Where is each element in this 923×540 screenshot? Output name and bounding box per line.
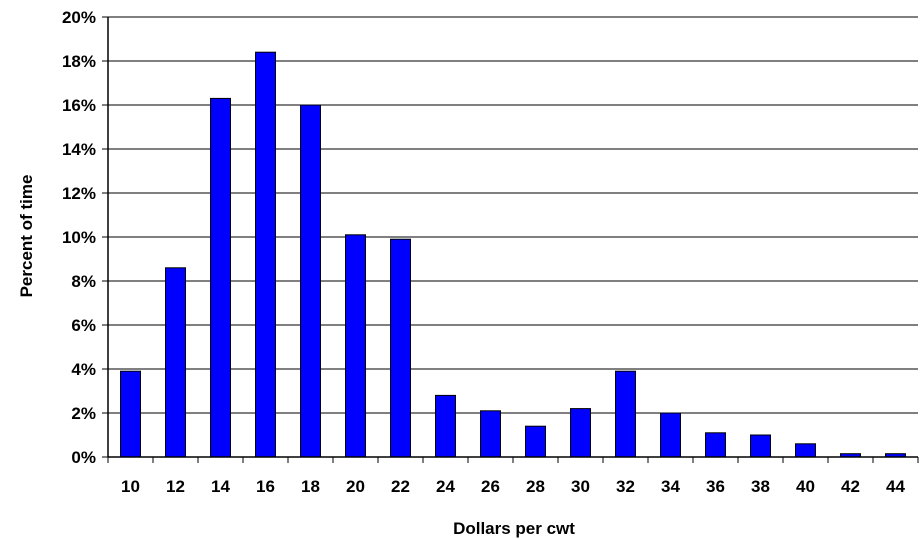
x-tick-label: 20 [346, 477, 365, 496]
bar-28 [525, 425, 546, 458]
x-tick-label: 32 [616, 477, 635, 496]
bar-16 [255, 51, 276, 458]
bar-26 [480, 410, 501, 458]
bar-24 [435, 394, 456, 458]
bar-38 [750, 434, 771, 458]
y-tick-label: 18% [62, 52, 96, 71]
bar-20 [345, 234, 366, 458]
bar-30 [570, 408, 591, 458]
bar-10 [120, 370, 141, 458]
x-tick-label: 44 [886, 477, 905, 496]
y-tick-label: 16% [62, 96, 96, 115]
y-tick-label: 10% [62, 228, 96, 247]
axes [102, 16, 919, 463]
x-tick-label: 36 [706, 477, 725, 496]
bar-34 [660, 412, 681, 458]
y-tick-label: 6% [71, 316, 96, 335]
x-tick-label: 30 [571, 477, 590, 496]
x-tick-label: 10 [121, 477, 140, 496]
bar-12 [165, 267, 186, 458]
x-tick-label: 16 [256, 477, 275, 496]
bar-14 [210, 97, 231, 458]
y-tick-label: 2% [71, 404, 96, 423]
bar-32 [615, 370, 636, 458]
bars [120, 51, 906, 458]
gridlines [108, 16, 918, 414]
y-tick-label: 0% [71, 448, 96, 467]
x-tick-label: 24 [436, 477, 455, 496]
x-axis-title: Dollars per cwt [453, 519, 575, 538]
bar-18 [300, 104, 321, 458]
x-tick-label: 34 [661, 477, 680, 496]
x-tick-labels: 10 12 14 16 18 20 22 24 26 28 30 32 34 36 38 40 42 44 [121, 477, 905, 496]
x-tick-label: 12 [166, 477, 185, 496]
x-tick-label: 26 [481, 477, 500, 496]
x-tick-label: 14 [211, 477, 230, 496]
x-tick-label: 28 [526, 477, 545, 496]
x-tick-label: 22 [391, 477, 410, 496]
y-tick-label: 4% [71, 360, 96, 379]
y-tick-label: 14% [62, 140, 96, 159]
x-tick-label: 40 [796, 477, 815, 496]
bar-36 [705, 432, 726, 458]
x-tick-label: 18 [301, 477, 320, 496]
x-tick-label: 42 [841, 477, 860, 496]
y-tick-label: 20% [62, 8, 96, 27]
bar-22 [390, 238, 411, 458]
y-tick-label: 12% [62, 184, 96, 203]
y-tick-labels: 0% 2% 4% 6% 8% 10% 12% 14% 16% 18% 20% [62, 8, 96, 467]
x-tick-label: 38 [751, 477, 770, 496]
y-axis-title: Percent of time [17, 175, 36, 298]
y-tick-label: 8% [71, 272, 96, 291]
bar-40 [795, 443, 816, 458]
